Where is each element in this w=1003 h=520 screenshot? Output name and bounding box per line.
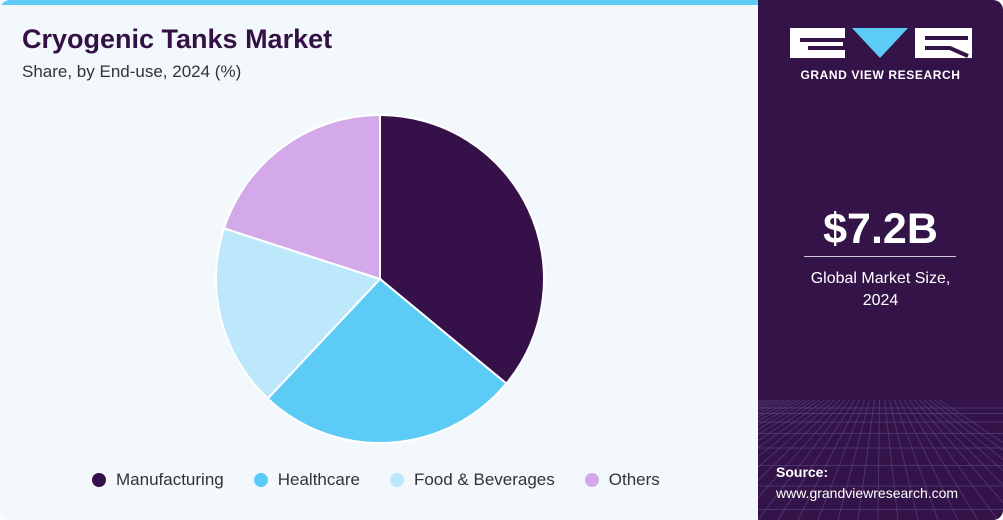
legend-item-healthcare: Healthcare [253, 470, 360, 490]
legend-label-manufacturing: Manufacturing [116, 470, 224, 489]
chart-legend: Manufacturing Healthcare Food & Beverages O… [92, 470, 690, 490]
source-label: Source: [776, 464, 829, 480]
decorative-grid-graphic [758, 400, 1003, 520]
legend-swatch-food-beverages [389, 473, 404, 487]
legend-item-others: Others [584, 470, 660, 490]
brand-name: GRAND VIEW RESEARCH [800, 68, 961, 82]
pie-slice-food-beverages [215, 227, 382, 400]
pie-slice-others [222, 113, 381, 281]
chart-subtitle: Share, by End-use, 2024 (%) [22, 62, 242, 81]
source-block: Source: www.grandviewresearch.com [776, 462, 958, 504]
grand-view-research-logo [790, 28, 972, 58]
market-size-value: $7.2B [823, 205, 938, 253]
pie-slice-healthcare [266, 277, 508, 444]
legend-item-manufacturing: Manufacturing [92, 470, 224, 490]
legend-swatch-others [584, 473, 599, 487]
pie-slice-manufacturing [379, 113, 545, 385]
source-url: www.grandviewresearch.com [776, 485, 959, 501]
chart-title: Cryogenic Tanks Market [22, 24, 333, 54]
caption-line-2: 2024 [862, 292, 899, 309]
legend-label-healthcare: Healthcare [277, 470, 360, 489]
market-size-caption: Global Market Size, 2024 [758, 268, 1003, 312]
legend-swatch-manufacturing [92, 473, 106, 487]
legend-swatch-healthcare [253, 473, 268, 487]
divider [804, 256, 956, 257]
legend-label-food-beverages: Food & Beverages [413, 470, 555, 489]
caption-line-1: Global Market Size, [810, 270, 951, 287]
summary-sidebar: GRAND VIEW RESEARCH $7.2B Global Market … [758, 0, 1003, 520]
pie-chart [215, 113, 545, 444]
legend-label-others: Others [608, 470, 660, 489]
accent-bar [0, 0, 758, 5]
legend-item-food-beverages: Food & Beverages [389, 470, 555, 490]
chart-panel: Cryogenic Tanks Market Share, by End-use… [0, 0, 758, 520]
